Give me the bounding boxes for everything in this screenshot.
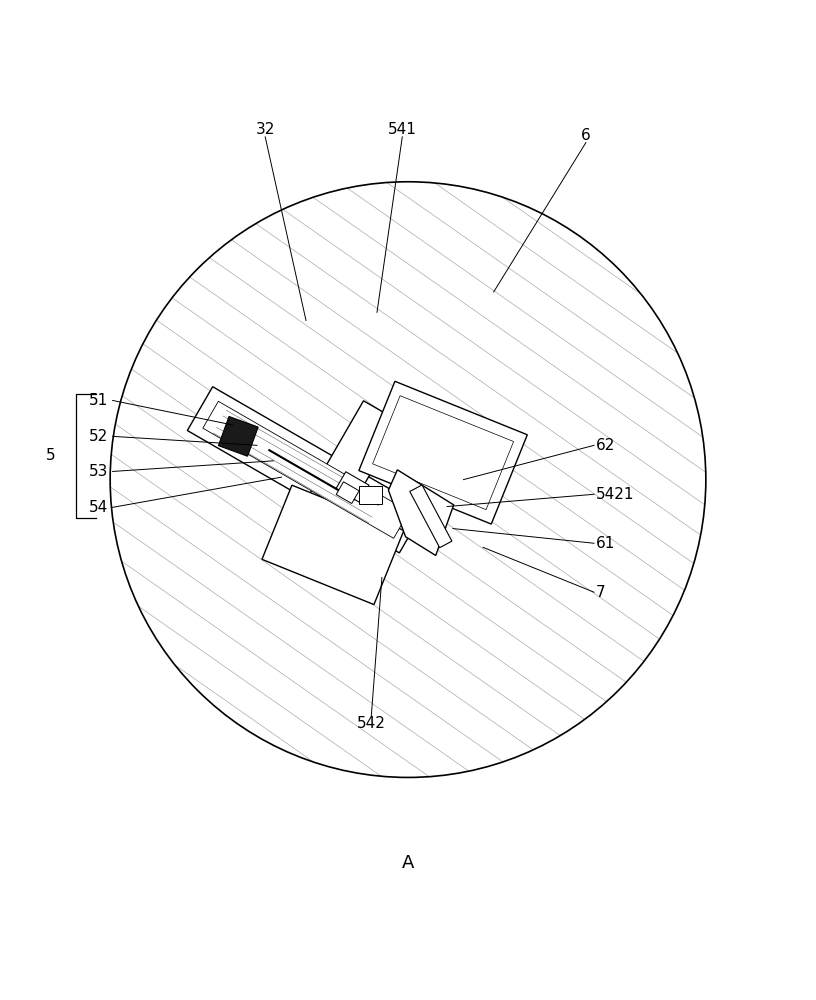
Polygon shape [410, 485, 452, 548]
Text: 542: 542 [357, 716, 386, 731]
Text: 6: 6 [581, 128, 591, 143]
Text: 53: 53 [89, 464, 109, 479]
Text: 541: 541 [388, 122, 417, 137]
Text: 51: 51 [89, 393, 109, 408]
Polygon shape [262, 485, 404, 605]
Polygon shape [359, 486, 382, 504]
Text: A: A [401, 854, 415, 872]
Text: 62: 62 [596, 438, 615, 453]
Text: 5421: 5421 [596, 487, 634, 502]
Polygon shape [219, 416, 258, 456]
Polygon shape [336, 472, 369, 502]
Text: 61: 61 [596, 536, 615, 551]
Text: 32: 32 [255, 122, 275, 137]
Polygon shape [336, 482, 359, 504]
Polygon shape [359, 381, 527, 524]
Polygon shape [388, 470, 454, 555]
Text: 52: 52 [89, 429, 109, 444]
Text: 7: 7 [596, 585, 605, 600]
Polygon shape [203, 401, 409, 538]
Text: 5: 5 [46, 448, 55, 463]
Polygon shape [373, 396, 513, 510]
Text: 54: 54 [89, 500, 109, 515]
Polygon shape [188, 387, 424, 553]
Polygon shape [282, 401, 401, 563]
